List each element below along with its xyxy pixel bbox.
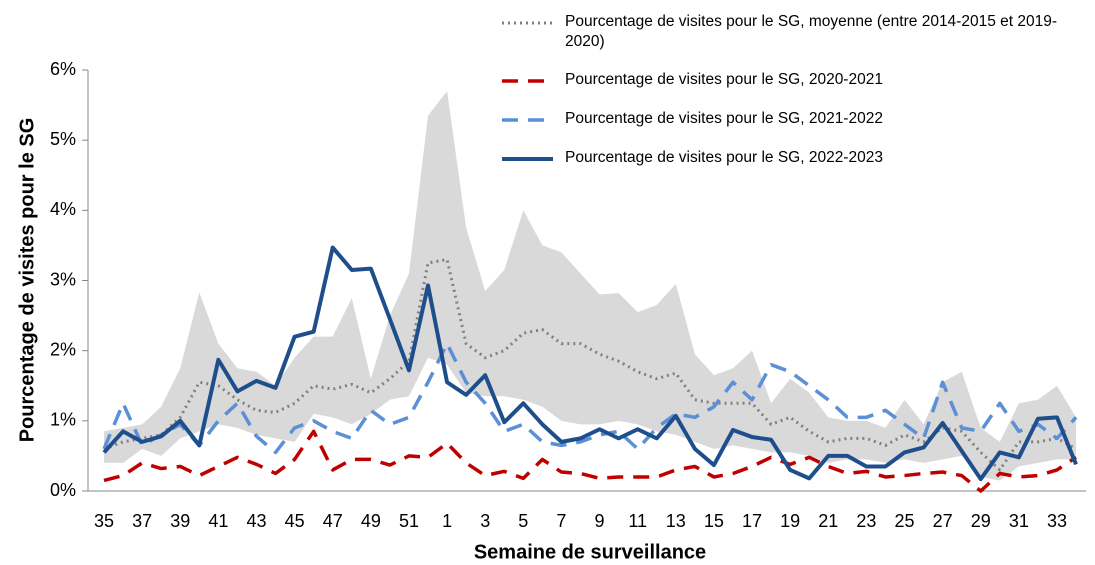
x-tick-label: 37 [132, 511, 152, 531]
legend-label: Pourcentage de visites pour le SG, moyen… [565, 13, 1058, 50]
legend-item: Pourcentage de visites pour le SG, 2021-… [500, 109, 1090, 130]
x-tick-label: 21 [818, 511, 838, 531]
x-tick-label: 39 [170, 511, 190, 531]
x-tick-label: 19 [780, 511, 800, 531]
legend-item: Pourcentage de visites pour le SG, 2020-… [500, 70, 1090, 91]
y-tick-label: 5% [50, 129, 76, 149]
x-tick-label: 49 [361, 511, 381, 531]
x-tick-label: 51 [399, 511, 419, 531]
x-tick-label: 43 [246, 511, 266, 531]
legend-label: Pourcentage de visites pour le SG, 2022-… [565, 149, 883, 166]
x-tick-label: 13 [666, 511, 686, 531]
x-tick-label: 11 [628, 511, 647, 531]
x-tick-label: 15 [704, 511, 724, 531]
y-tick-label: 1% [50, 410, 76, 430]
y-tick-label: 3% [50, 269, 76, 289]
x-tick-label: 23 [856, 511, 876, 531]
x-tick-label: 9 [595, 511, 605, 531]
x-axis-title: Semaine de surveillance [474, 541, 706, 563]
x-tick-label: 31 [1009, 511, 1029, 531]
x-tick-label: 33 [1047, 511, 1067, 531]
legend-swatch [502, 157, 553, 161]
legend-swatch [502, 79, 553, 83]
y-tick-label: 6% [50, 59, 76, 79]
x-tick-label: 5 [518, 511, 528, 531]
x-tick-label: 17 [742, 511, 762, 531]
x-tick-label: 1 [442, 511, 452, 531]
legend-swatch [502, 118, 553, 122]
x-tick-label: 41 [208, 511, 228, 531]
x-tick-label: 47 [323, 511, 343, 531]
legend-item: Pourcentage de visites pour le SG, moyen… [500, 12, 1090, 52]
x-tick-label: 7 [556, 511, 566, 531]
legend-swatch [502, 21, 553, 25]
legend-item: Pourcentage de visites pour le SG, 2022-… [500, 148, 1090, 169]
series-line [103, 257, 1077, 472]
x-tick-label: 35 [94, 511, 114, 531]
series-line [102, 245, 1078, 482]
x-tick-label: 3 [480, 511, 490, 531]
legend-label: Pourcentage de visites pour le SG, 2020-… [565, 71, 883, 88]
y-tick-label: 2% [50, 339, 76, 359]
y-tick-label: 4% [50, 199, 76, 219]
x-tick-label: 25 [895, 511, 915, 531]
y-tick-label: 0% [50, 480, 76, 500]
legend-label: Pourcentage de visites pour le SG, 2021-… [565, 110, 883, 127]
legend: Pourcentage de visites pour le SG, moyen… [500, 12, 1090, 187]
x-tick-label: 29 [971, 511, 991, 531]
range-band [104, 91, 1077, 481]
x-tick-label: 27 [933, 511, 953, 531]
x-tick-label: 45 [285, 511, 305, 531]
series-line [102, 341, 1078, 455]
series-line [103, 429, 1078, 493]
y-axis-title: Pourcentage de visites pour le SG [16, 118, 38, 443]
